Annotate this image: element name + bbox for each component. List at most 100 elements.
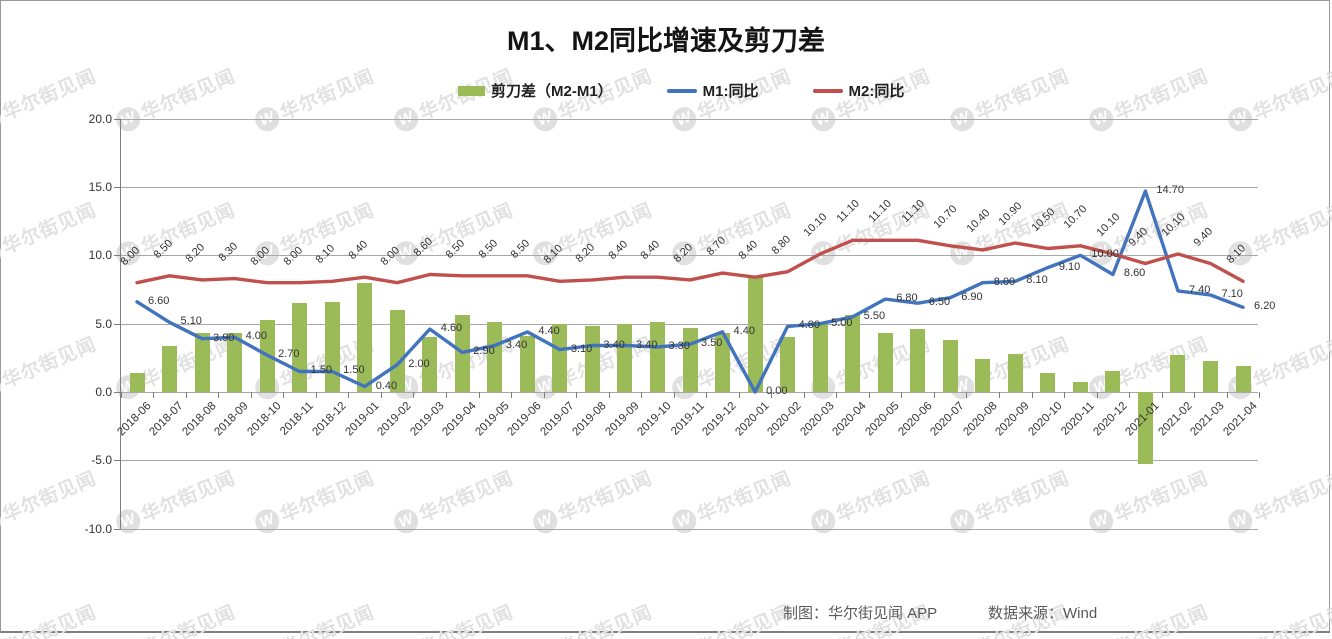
x-axis-tick [1194, 392, 1196, 398]
x-axis-tick [966, 392, 968, 398]
data-label-m1: 3.10 [570, 342, 593, 355]
legend-label-m2: M2:同比 [848, 83, 905, 100]
data-label-m1: 4.40 [538, 324, 560, 337]
y-axis-tick [114, 323, 120, 325]
data-label-m1: 2.90 [473, 345, 495, 358]
bar-scissors [942, 340, 958, 392]
y-axis-tick [114, 528, 120, 530]
bar-scissors [649, 322, 665, 392]
bar-scissors [617, 323, 633, 392]
data-label-m1: 0.40 [375, 379, 398, 392]
bar-scissors [975, 359, 991, 392]
bar-scissors [1072, 382, 1088, 392]
x-axis-tick [1129, 392, 1131, 398]
gridline [120, 528, 1258, 530]
line-swatch-icon-m1 [666, 88, 697, 93]
data-label-m1: 2.00 [408, 357, 430, 370]
legend-item-m1: M1:同比 [666, 80, 759, 101]
x-axis-tick [1226, 392, 1228, 398]
data-label-m1: 7.10 [1221, 287, 1243, 300]
x-axis-tick [933, 392, 935, 398]
data-label-m1: 6.60 [148, 294, 170, 307]
data-label-m1: 1.50 [343, 364, 365, 377]
data-label-m1: 6.90 [961, 290, 983, 303]
bar-scissors [129, 372, 145, 392]
bar-scissors [682, 327, 698, 392]
data-label-m1: 5.50 [863, 309, 886, 322]
x-axis-tick [771, 392, 773, 398]
x-axis-tick [153, 392, 155, 398]
x-axis-tick [1096, 392, 1098, 398]
x-axis-tick [803, 392, 805, 398]
gridline [120, 460, 1258, 462]
x-axis-tick [185, 392, 187, 398]
x-axis-tick [1259, 392, 1261, 398]
y-axis-label: 10.0 [88, 248, 112, 263]
legend-item-scissors: 剪刀差（M2-M1） [458, 80, 613, 101]
x-axis-tick [380, 392, 382, 398]
data-label-m1: 3.90 [213, 331, 235, 344]
bar-scissors [780, 337, 796, 392]
y-axis-label: 0.0 [95, 385, 112, 399]
legend: 剪刀差（M2-M1） M1:同比 M2:同比 [458, 80, 904, 101]
bar-scissors [1202, 360, 1218, 392]
x-axis-tick [315, 392, 317, 398]
line-swatch-icon-m2 [812, 88, 843, 93]
data-label-m1: 4.00 [245, 330, 267, 343]
x-axis-tick [836, 392, 838, 398]
x-axis-tick [706, 392, 708, 398]
x-axis-tick [608, 392, 610, 398]
bar-scissors [910, 329, 926, 392]
x-axis-tick [901, 392, 903, 398]
legend-item-m2: M2:同比 [812, 80, 905, 101]
y-axis-tick [114, 460, 120, 462]
data-label-m1: 3.30 [668, 339, 690, 352]
data-label-m1: 8.60 [1123, 267, 1146, 280]
y-axis-label: -10.0 [84, 521, 112, 536]
data-label-m1: 7.40 [1188, 283, 1211, 296]
x-axis-tick [576, 392, 578, 398]
data-label-m1: 8.10 [1026, 274, 1048, 287]
bar-scissors [877, 333, 893, 392]
bar-scissors [1170, 355, 1186, 392]
y-axis-line [120, 118, 121, 529]
gridline [120, 392, 1258, 393]
data-label-m1: 2.70 [278, 348, 300, 361]
chart-title: M1、M2同比增速及剪刀差 [506, 26, 825, 56]
y-axis-tick [114, 118, 120, 120]
bar-scissors [162, 345, 178, 392]
y-axis-label: 20.0 [88, 111, 112, 126]
y-axis-tick [114, 392, 120, 393]
data-label-m1: 14.70 [1156, 184, 1184, 197]
data-label-m1: 6.50 [928, 296, 951, 309]
bar-swatch-icon [458, 85, 485, 96]
x-axis-tick [348, 392, 350, 398]
gridline [120, 186, 1258, 188]
y-axis-label: -5.0 [91, 453, 112, 468]
x-axis-tick [446, 392, 447, 398]
x-axis-tick [999, 392, 1000, 398]
bar-scissors [1040, 372, 1056, 392]
x-axis-tick [1031, 392, 1033, 398]
data-label-m1: 1.50 [310, 364, 333, 377]
y-axis-label: 5.0 [95, 316, 112, 331]
data-label-m1: 5.10 [180, 315, 202, 328]
x-axis-tick [641, 392, 643, 398]
x-axis-tick [1161, 392, 1163, 398]
footer-source: 数据来源：Wind [988, 605, 1098, 622]
data-label-m1: 8.00 [993, 275, 1016, 288]
x-axis-tick [218, 392, 220, 398]
gridline [120, 323, 1258, 325]
bar-scissors [194, 333, 210, 392]
bar-scissors [324, 301, 340, 392]
bar-scissors [1137, 392, 1153, 465]
x-axis-tick [738, 392, 740, 398]
data-label-m1: 6.80 [896, 292, 918, 305]
data-label-m1: 3.40 [603, 338, 625, 351]
data-label-m1: 10.00 [1091, 248, 1119, 261]
y-axis-tick [114, 186, 120, 188]
x-axis-tick [413, 392, 415, 398]
x-axis-tick [673, 392, 675, 398]
